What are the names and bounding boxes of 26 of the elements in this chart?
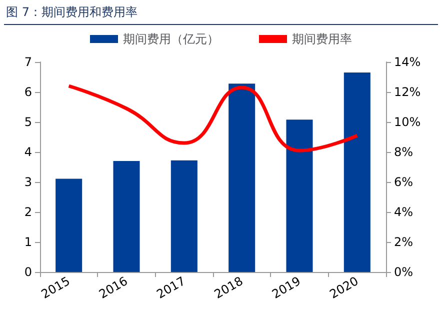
y-tick-label: 0 [24, 265, 32, 279]
y-tick-label: 1 [24, 235, 32, 249]
y2-tick-label: 2% [394, 235, 414, 249]
y-tick-label: 5 [24, 115, 32, 129]
y2-tick-label: 6% [394, 175, 414, 189]
chart-title: 图 7：期间费用和费用率 [6, 4, 138, 21]
y-tick-label: 3 [24, 175, 32, 189]
legend-label: 期间费用（亿元） [123, 32, 219, 46]
y2-tick-label: 14% [394, 55, 421, 69]
y-tick-label: 2 [24, 205, 32, 219]
y2-tick-label: 8% [394, 145, 414, 159]
y2-tick-label: 0% [394, 265, 414, 279]
y2-tick-label: 4% [394, 205, 414, 219]
line-series [67, 84, 359, 152]
y2-tick-label: 12% [394, 85, 421, 99]
y-tick-label: 4 [24, 145, 32, 159]
bar [344, 72, 370, 272]
bar [170, 160, 198, 272]
bar [113, 161, 140, 272]
bar [228, 84, 256, 272]
y-tick-label: 7 [24, 55, 32, 69]
y2-tick-label: 10% [394, 115, 421, 129]
bar [286, 120, 313, 272]
y-tick-label: 6 [24, 85, 32, 99]
bar [56, 178, 82, 272]
legend-label: 期间费用率 [292, 32, 352, 46]
